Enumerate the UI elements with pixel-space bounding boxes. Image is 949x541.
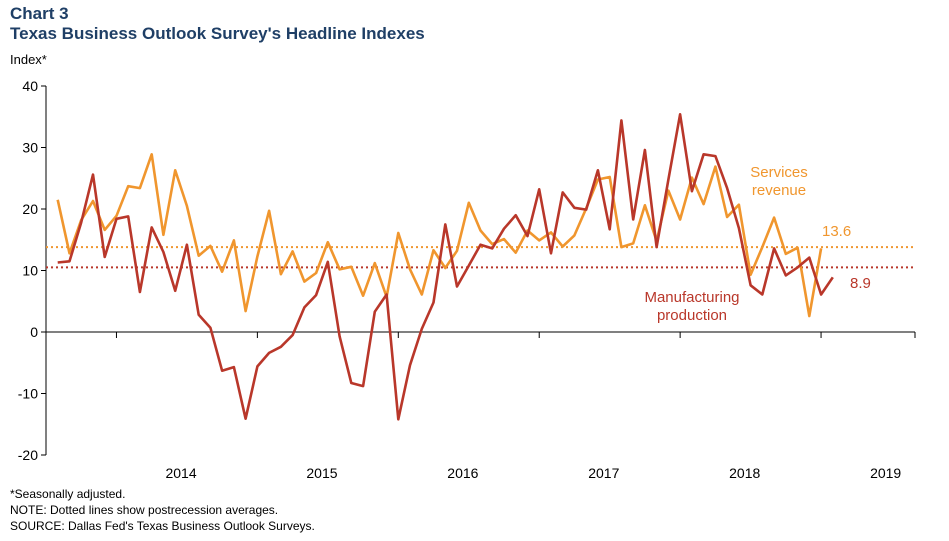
x-year-label: 2016 xyxy=(447,465,478,481)
chart-number: Chart 3 xyxy=(10,4,69,23)
manufacturing-last-value-label: 8.9 xyxy=(850,275,871,292)
services-series-label: Services revenue xyxy=(750,164,808,199)
footnote-seasonal: *Seasonally adjusted. xyxy=(10,487,126,501)
x-year-label: 2015 xyxy=(306,465,337,481)
x-year-label: 2017 xyxy=(588,465,619,481)
footnote-note: NOTE: Dotted lines show postrecession av… xyxy=(10,503,279,517)
x-year-label: 2019 xyxy=(870,465,901,481)
x-year-label: 2014 xyxy=(165,465,196,481)
manufacturing-production-line xyxy=(57,113,834,421)
y-tick-label: 10 xyxy=(22,263,38,279)
x-year-label: 2018 xyxy=(729,465,760,481)
y-tick-label: 30 xyxy=(22,140,38,156)
y-tick-label: -10 xyxy=(18,386,38,402)
y-tick-label: 40 xyxy=(22,78,38,94)
footnote-source: SOURCE: Dallas Fed's Texas Business Outl… xyxy=(10,519,315,533)
manufacturing-series-label: Manufacturing production xyxy=(644,289,739,324)
y-axis-unit-label: Index* xyxy=(10,52,47,67)
services-last-value-label: 13.6 xyxy=(822,223,851,240)
y-tick-label: 0 xyxy=(30,324,38,340)
y-tick-label: 20 xyxy=(22,201,38,217)
chart-title: Texas Business Outlook Survey's Headline… xyxy=(10,24,425,43)
y-tick-label: -20 xyxy=(18,447,38,463)
